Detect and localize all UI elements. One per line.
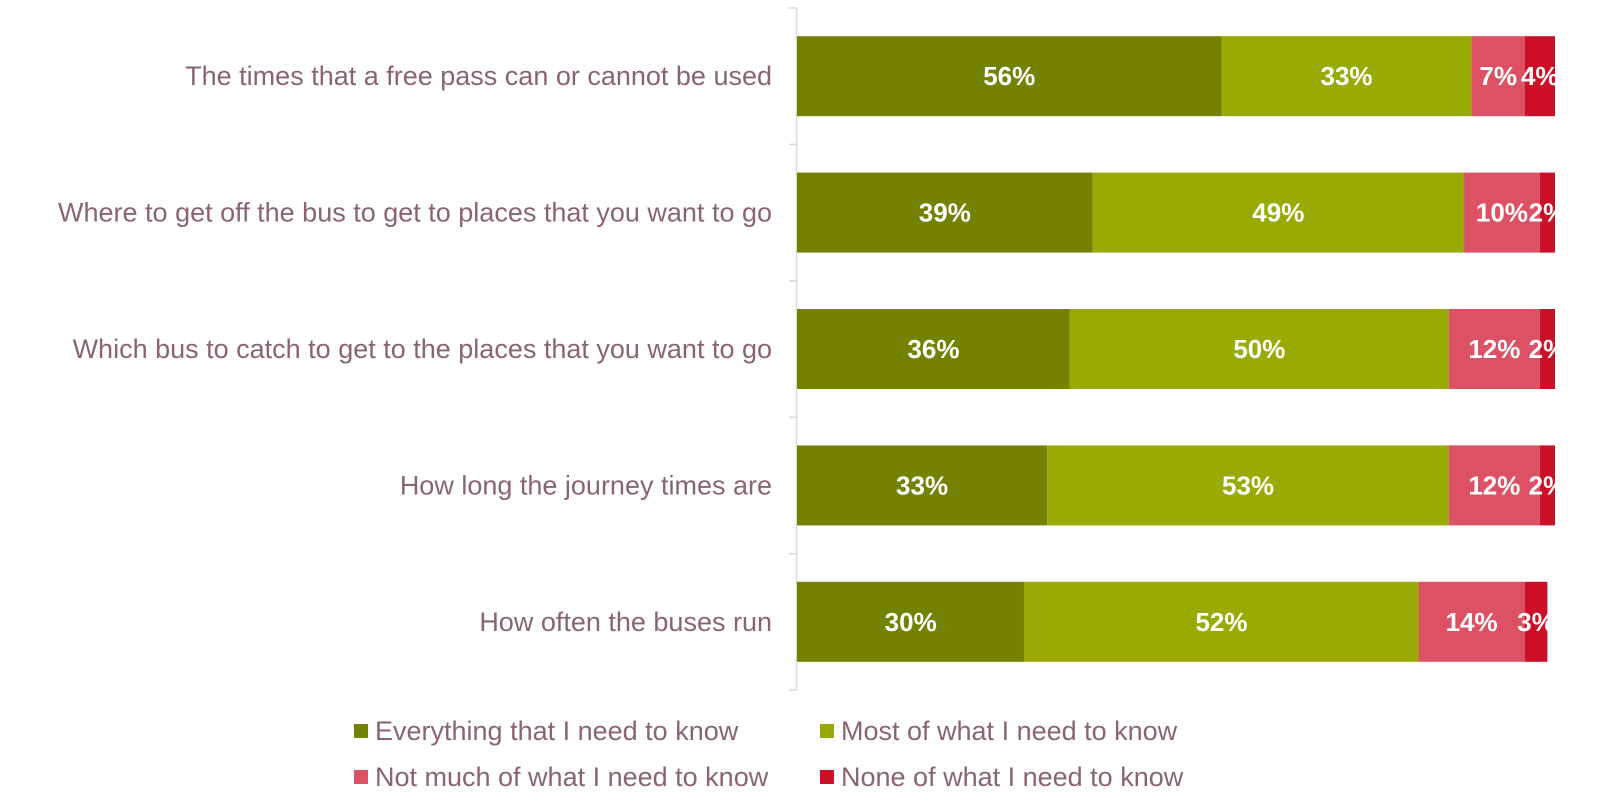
bar-segment <box>1221 36 1472 117</box>
data-label: 2% <box>1529 334 1567 364</box>
data-label: 30% <box>885 607 937 637</box>
category-label: How long the journey times are <box>400 470 772 500</box>
legend-swatch <box>820 724 834 738</box>
data-label: 52% <box>1195 607 1247 637</box>
bar-segment <box>797 581 1025 662</box>
bar-segment <box>1471 36 1525 117</box>
bars-group: 56% 33% 7% 4%39% 49% 10% 2%36% 50% 12% 2%33% 53% 12… <box>797 36 1567 662</box>
bar-segment <box>1464 172 1540 253</box>
data-label: 50% <box>1233 334 1285 364</box>
data-label: 33% <box>896 470 948 500</box>
data-label: 4% <box>1521 61 1559 91</box>
category-label: Where to get off the bus to get to place… <box>58 198 772 228</box>
data-label: 2% <box>1529 470 1567 500</box>
data-label: 12% <box>1468 470 1520 500</box>
category-label: The times that a free pass can or cannot… <box>185 61 772 91</box>
data-label: 53% <box>1222 470 1274 500</box>
bar-segment <box>1092 172 1465 253</box>
bar-segment <box>1539 309 1555 389</box>
bar-segment <box>797 36 1222 117</box>
bar-segment <box>1524 36 1555 117</box>
data-label: 12% <box>1468 334 1520 364</box>
category-label: How often the buses run <box>479 607 772 637</box>
legend-label: Not much of what I need to know <box>375 762 769 792</box>
bar-segment <box>1448 445 1540 526</box>
bar-segment <box>797 309 1070 389</box>
legend-label: Most of what I need to know <box>841 716 1178 746</box>
legend-swatch <box>354 724 368 738</box>
bar-segment <box>797 172 1093 253</box>
legend-swatch <box>354 770 368 784</box>
data-label: 39% <box>919 198 971 228</box>
bar-segment <box>1418 581 1525 662</box>
bar-segment <box>797 445 1048 526</box>
bar-segment <box>1524 581 1548 662</box>
data-label: 33% <box>1321 61 1373 91</box>
legend-label: Everything that I need to know <box>375 716 739 746</box>
data-label: 14% <box>1446 607 1498 637</box>
legend-swatch <box>820 770 834 784</box>
bar-segment <box>1069 309 1449 389</box>
bar-segment <box>1047 445 1449 526</box>
data-label: 56% <box>983 61 1035 91</box>
data-label: 49% <box>1252 198 1304 228</box>
data-label: 36% <box>907 334 959 364</box>
bar-segment <box>1539 445 1555 526</box>
legend-label: None of what I need to know <box>841 762 1184 792</box>
bar-segment <box>1539 172 1555 253</box>
category-label: Which bus to catch to get to the places … <box>73 334 772 364</box>
bar-segment <box>1448 309 1540 389</box>
data-label: 7% <box>1479 61 1517 91</box>
bar-segment <box>1024 581 1419 662</box>
data-label: 2% <box>1529 198 1567 228</box>
data-label: 10% <box>1476 198 1528 228</box>
data-label: 3% <box>1517 607 1555 637</box>
